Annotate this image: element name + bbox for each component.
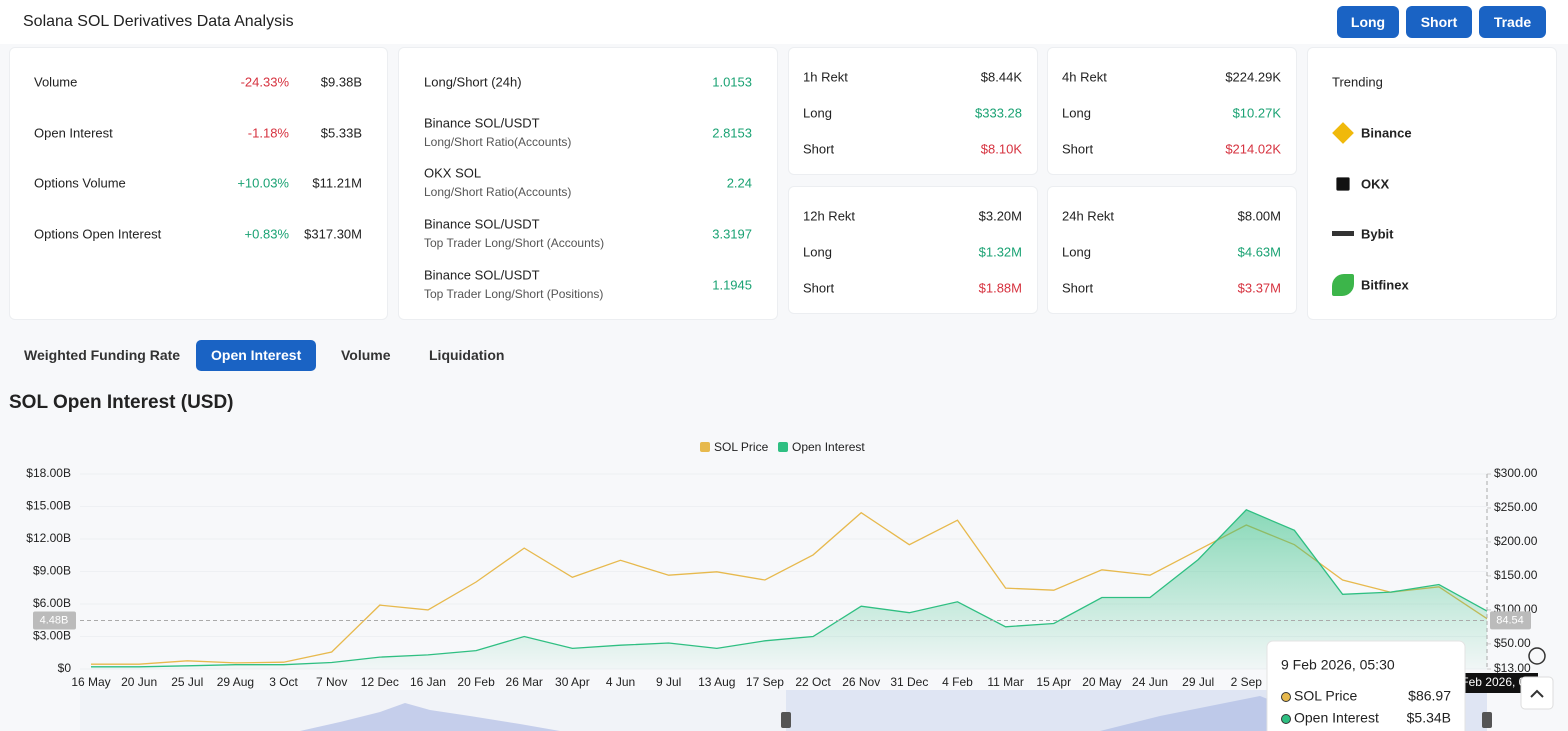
legend-label: Open Interest bbox=[792, 440, 865, 454]
y2-tick-label: $300.00 bbox=[1494, 466, 1538, 480]
x-tick-label: 29 Aug bbox=[217, 675, 254, 689]
tooltip-title: 9 Feb 2026, 05:30 bbox=[1281, 657, 1395, 673]
tooltip-value: $86.97 bbox=[1408, 688, 1451, 704]
x-tick-label: 4 Feb bbox=[942, 675, 973, 689]
y-tick-label: $6.00B bbox=[33, 596, 71, 610]
x-tick-label: 4 Jun bbox=[606, 675, 635, 689]
x-tick-label: 7 Nov bbox=[316, 675, 347, 689]
x-tick-label: 16 Jan bbox=[410, 675, 446, 689]
tooltip-value: $5.34B bbox=[1407, 710, 1451, 726]
y-tick-label: $15.00B bbox=[26, 499, 71, 513]
x-tick-label: 26 Nov bbox=[842, 675, 880, 689]
legend-swatch bbox=[700, 442, 710, 452]
x-tick-label: 9 Jul bbox=[656, 675, 681, 689]
x-tick-label: 13 Aug bbox=[698, 675, 735, 689]
legend-swatch bbox=[778, 442, 788, 452]
zoom-handle[interactable] bbox=[1482, 712, 1492, 728]
scroll-top-button[interactable] bbox=[1521, 677, 1553, 709]
zoom-handle[interactable] bbox=[781, 712, 791, 728]
x-tick-label: 22 Oct bbox=[795, 675, 831, 689]
plot: $0 $3.00B $6.00B $9.00B $12.00B $15.00B $18.00… bbox=[26, 440, 1549, 731]
x-tick-label: 25 Jul bbox=[171, 675, 203, 689]
x-tick-label: 20 Jun bbox=[121, 675, 157, 689]
x-tick-label: 2 Sep bbox=[1231, 675, 1263, 689]
y2-tick-label: $50.00 bbox=[1494, 636, 1531, 650]
x-tick-label: 31 Dec bbox=[890, 675, 928, 689]
tooltip: 9 Feb 2026, 05:30 SOL Price $86.97 Open Int… bbox=[1267, 641, 1465, 731]
x-tick-label: 26 Mar bbox=[506, 675, 543, 689]
legend-label: SOL Price bbox=[714, 440, 769, 454]
x-tick-label: 16 May bbox=[71, 675, 110, 689]
x-tick-label: 3 Oct bbox=[269, 675, 298, 689]
tooltip-name: SOL Price bbox=[1294, 688, 1357, 704]
y2-tick-label: $150.00 bbox=[1494, 568, 1538, 582]
x-tick-label: 24 Jun bbox=[1132, 675, 1168, 689]
x-tick-label: 30 Apr bbox=[555, 675, 590, 689]
y-tick-label: $9.00B bbox=[33, 564, 71, 578]
x-tick-label: 15 Apr bbox=[1036, 675, 1071, 689]
crosshair-y-label: 4.48B bbox=[40, 614, 69, 626]
x-tick-label: 20 Feb bbox=[457, 675, 495, 689]
x-tick-label: 17 Sep bbox=[746, 675, 784, 689]
reset-icon[interactable] bbox=[1529, 648, 1545, 664]
x-tick-label: 29 Jul bbox=[1182, 675, 1214, 689]
tooltip-dot bbox=[1282, 693, 1291, 702]
tooltip-name: Open Interest bbox=[1294, 710, 1379, 726]
y2-tick-label: $250.00 bbox=[1494, 500, 1538, 514]
x-tick-label: 12 Dec bbox=[361, 675, 399, 689]
y-tick-label: $3.00B bbox=[33, 629, 71, 643]
y-tick-label: $0 bbox=[58, 661, 72, 675]
crosshair-y2-label: 84.54 bbox=[1496, 614, 1524, 626]
x-tick-label: 11 Mar bbox=[987, 675, 1023, 689]
y2-tick-label: $200.00 bbox=[1494, 534, 1538, 548]
x-tick-label: 20 May bbox=[1082, 675, 1121, 689]
y-tick-label: $18.00B bbox=[26, 466, 71, 480]
y-tick-label: $12.00B bbox=[26, 531, 71, 545]
tooltip-dot bbox=[1282, 715, 1291, 724]
